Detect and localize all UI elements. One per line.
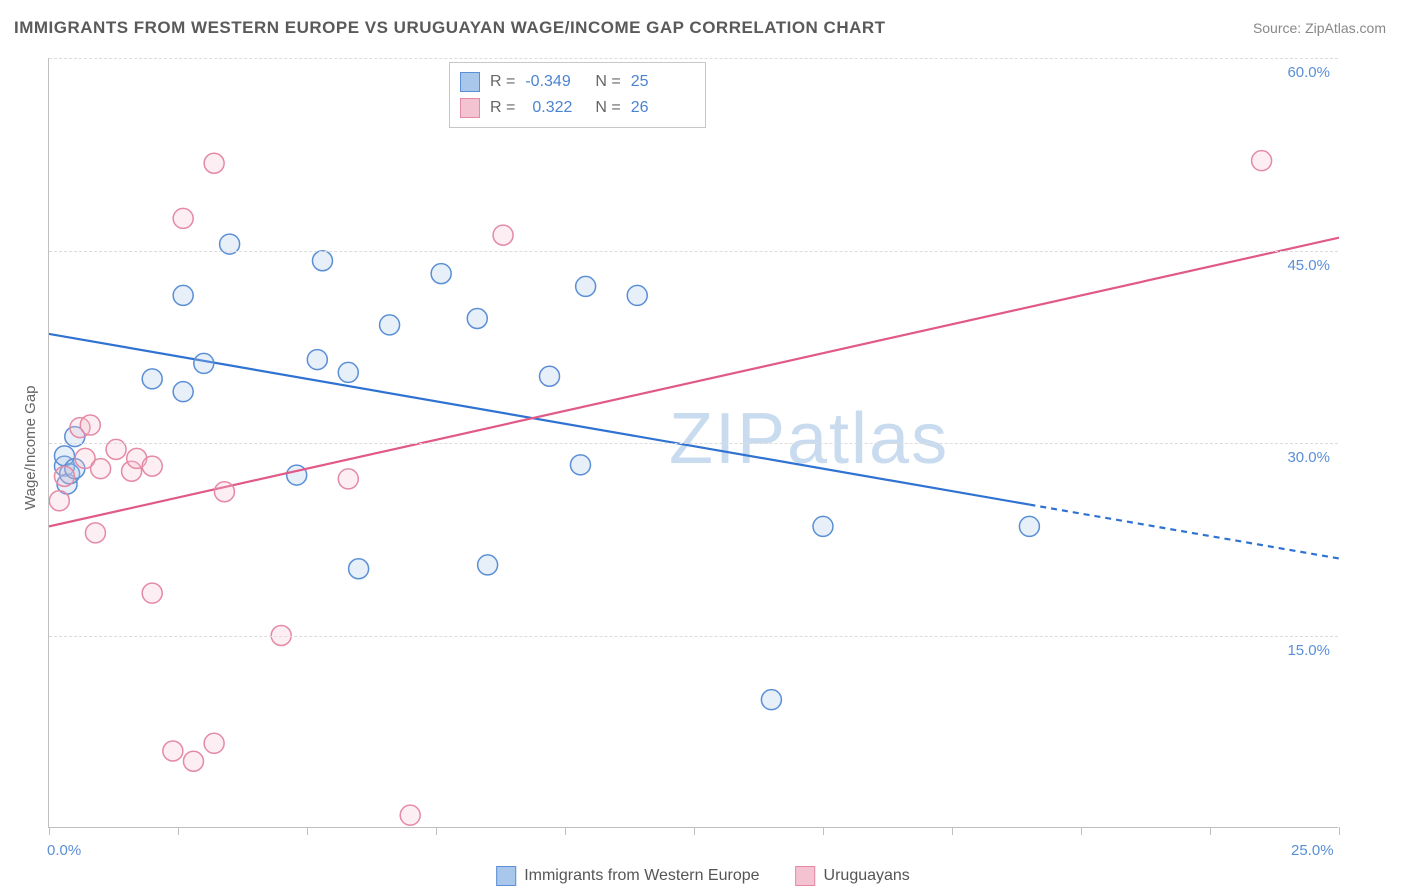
swatch-series-1	[460, 98, 480, 118]
gridline	[49, 636, 1338, 637]
stat-R-label: R =	[490, 69, 515, 95]
data-point	[214, 482, 234, 502]
data-point	[204, 733, 224, 753]
y-tick-label: 15.0%	[1287, 642, 1330, 659]
regression-line	[49, 238, 1339, 527]
data-point	[349, 559, 369, 579]
data-point	[576, 276, 596, 296]
data-point	[570, 455, 590, 475]
data-point	[431, 264, 451, 284]
data-point	[338, 469, 358, 489]
x-tick	[565, 827, 566, 835]
data-point	[142, 369, 162, 389]
data-point	[1019, 516, 1039, 536]
stat-R-0: -0.349	[525, 69, 585, 95]
data-point	[400, 805, 420, 825]
x-tick	[1339, 827, 1340, 835]
data-point	[540, 366, 560, 386]
data-point	[142, 456, 162, 476]
data-point	[194, 353, 214, 373]
source-label: Source: ZipAtlas.com	[1253, 20, 1386, 36]
stat-N-label: N =	[595, 69, 620, 95]
data-point	[493, 225, 513, 245]
legend: Immigrants from Western Europe Uruguayan…	[496, 866, 910, 886]
stat-R-1: 0.322	[525, 95, 585, 121]
gridline	[49, 443, 1338, 444]
data-point	[478, 555, 498, 575]
legend-item-1: Uruguayans	[796, 866, 910, 886]
x-tick	[178, 827, 179, 835]
x-tick	[1081, 827, 1082, 835]
data-point	[1252, 151, 1272, 171]
stats-box: R = -0.349 N = 25 R = 0.322 N = 26	[449, 62, 706, 128]
x-tick	[49, 827, 50, 835]
data-point	[338, 362, 358, 382]
data-point	[761, 690, 781, 710]
legend-swatch-1	[796, 866, 816, 886]
y-tick-label: 60.0%	[1287, 64, 1330, 81]
stats-row-0: R = -0.349 N = 25	[460, 69, 691, 95]
stat-N-label: N =	[595, 95, 620, 121]
swatch-series-0	[460, 72, 480, 92]
data-point	[163, 741, 183, 761]
data-point	[380, 315, 400, 335]
data-point	[173, 382, 193, 402]
y-tick-label: 45.0%	[1287, 257, 1330, 274]
x-tick	[823, 827, 824, 835]
x-tick	[1210, 827, 1211, 835]
data-point	[307, 350, 327, 370]
regression-line	[1029, 505, 1339, 559]
data-point	[204, 153, 224, 173]
stat-N-0: 25	[631, 69, 691, 95]
data-point	[85, 523, 105, 543]
stats-row-1: R = 0.322 N = 26	[460, 95, 691, 121]
legend-swatch-0	[496, 866, 516, 886]
data-point	[49, 491, 69, 511]
plot-area: ZIPatlas R = -0.349 N = 25 R = 0.322 N =…	[48, 58, 1338, 828]
data-point	[173, 285, 193, 305]
gridline	[49, 58, 1338, 59]
data-point	[312, 251, 332, 271]
x-tick	[436, 827, 437, 835]
x-tick-label: 0.0%	[47, 842, 81, 859]
data-point	[627, 285, 647, 305]
legend-item-0: Immigrants from Western Europe	[496, 866, 759, 886]
y-tick-label: 30.0%	[1287, 449, 1330, 466]
data-point	[173, 208, 193, 228]
x-tick	[307, 827, 308, 835]
data-point	[287, 465, 307, 485]
data-point	[80, 415, 100, 435]
legend-label-1: Uruguayans	[824, 867, 910, 885]
data-point	[54, 466, 74, 486]
x-tick-label: 25.0%	[1291, 842, 1334, 859]
gridline	[49, 251, 1338, 252]
data-point	[467, 309, 487, 329]
data-point	[142, 583, 162, 603]
chart-title: IMMIGRANTS FROM WESTERN EUROPE VS URUGUA…	[14, 18, 886, 38]
stat-N-1: 26	[631, 95, 691, 121]
x-tick	[694, 827, 695, 835]
data-point	[183, 751, 203, 771]
data-point	[91, 459, 111, 479]
y-axis-label: Wage/Income Gap	[22, 385, 39, 510]
x-tick	[952, 827, 953, 835]
stat-R-label: R =	[490, 95, 515, 121]
legend-label-0: Immigrants from Western Europe	[524, 867, 759, 885]
data-point	[813, 516, 833, 536]
